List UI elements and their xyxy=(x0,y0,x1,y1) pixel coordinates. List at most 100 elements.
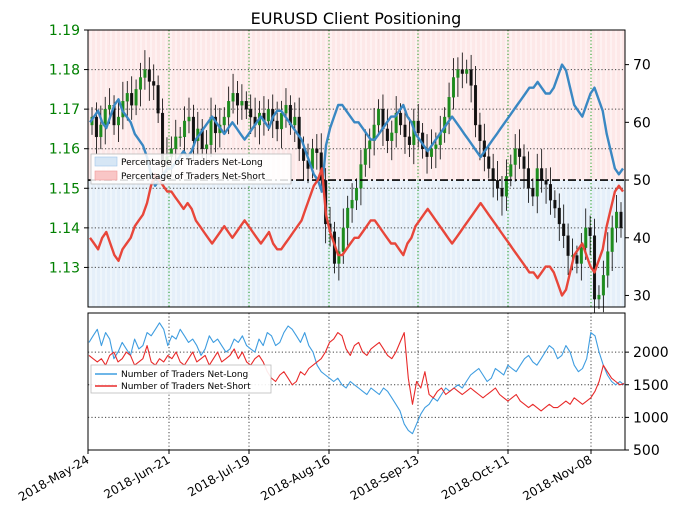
date-tick-label: 2018-Sep-13 xyxy=(348,452,422,503)
candle-body xyxy=(183,120,187,138)
candle-body xyxy=(249,108,253,118)
candle-body xyxy=(125,93,129,102)
count-tick-label: 500 xyxy=(633,443,660,459)
line-count-net-long xyxy=(88,322,625,435)
legend-swatch-net-long xyxy=(94,156,118,167)
percent-axis: 30 40 50 60 70 xyxy=(625,58,651,304)
date-tick-label: 2018-Jun-21 xyxy=(102,452,173,501)
bottom-legend: Number of Traders Net-Long Number of Tra… xyxy=(90,364,272,394)
candle-body xyxy=(588,227,592,236)
candle-body xyxy=(138,77,142,90)
legend-label-count-short: Number of Traders Net-Short xyxy=(121,382,251,392)
candle-body xyxy=(544,180,548,185)
candle-body xyxy=(487,156,491,169)
date-tick-label: 2018-Nov-08 xyxy=(520,452,594,503)
candle-body xyxy=(134,89,138,106)
candle-body xyxy=(284,104,288,114)
candle-body xyxy=(191,116,195,142)
candle-body xyxy=(407,136,411,145)
bottom-panel: 500 1000 1500 2000 Number of Traders Net-Lo… xyxy=(87,312,669,459)
candle-body xyxy=(522,156,526,169)
candle-body xyxy=(355,188,359,201)
candle-body xyxy=(513,148,517,165)
candle-body xyxy=(147,69,151,82)
candle-body xyxy=(152,81,156,86)
line-pct-net-short xyxy=(89,167,624,297)
legend-swatch-net-short xyxy=(94,170,118,181)
candle-body xyxy=(337,251,341,264)
percent-tick-label: 60 xyxy=(633,115,651,131)
price-candles xyxy=(90,50,623,314)
price-axis: 1.13 1.14 1.15 1.16 1.17 1.18 1.19 xyxy=(49,23,88,276)
candle-body xyxy=(390,132,394,141)
date-tick-label: 2018-Jul-19 xyxy=(185,452,252,499)
candle-body xyxy=(319,152,323,181)
candle-body xyxy=(465,69,469,74)
candle-body xyxy=(474,85,478,126)
candle-body xyxy=(540,168,544,181)
top-gridlines xyxy=(88,30,625,307)
price-tick-label: 1.19 xyxy=(49,23,80,39)
candle-body xyxy=(566,235,570,256)
date-tick-label: 2018-May-24 xyxy=(16,452,91,504)
candle-body xyxy=(416,120,420,134)
candle-body xyxy=(553,199,557,209)
candle-body xyxy=(315,148,319,153)
candle-body xyxy=(116,116,120,126)
candle-body xyxy=(584,227,588,248)
date-axis: 2018-May-24 2018-Jun-21 2018-Jul-19 2018-Au… xyxy=(16,450,595,504)
candle-body xyxy=(562,223,566,236)
candle-body xyxy=(377,108,381,126)
legend-label-count-long: Number of Traders Net-Long xyxy=(121,370,248,380)
candle-body xyxy=(187,116,191,122)
candle-body xyxy=(597,294,601,300)
line-count-net-short xyxy=(88,332,625,412)
candle-body xyxy=(615,211,619,229)
chart-title: EURUSD Client Positioning xyxy=(251,9,462,28)
candle-body xyxy=(235,93,239,106)
candle-body xyxy=(526,168,530,189)
candle-body xyxy=(244,101,248,110)
candle-body xyxy=(451,77,455,98)
count-axis: 500 1000 1500 2000 xyxy=(625,345,669,459)
legend-label-net-long: Percentage of Traders Net-Long xyxy=(121,158,263,168)
bottom-frame xyxy=(87,312,626,451)
count-tick-label: 1000 xyxy=(633,410,669,426)
candle-body xyxy=(518,148,522,157)
candle-body xyxy=(385,128,389,142)
candle-body xyxy=(205,144,209,149)
price-tick-label: 1.15 xyxy=(49,181,80,197)
candle-body xyxy=(297,116,301,149)
candle-body xyxy=(222,116,226,126)
candle-body xyxy=(478,124,482,141)
percent-tick-label: 40 xyxy=(633,231,651,247)
candle-body xyxy=(500,188,504,197)
candle-body xyxy=(606,251,610,276)
candle-body xyxy=(130,93,134,106)
legend-label-net-short: Percentage of Traders Net-Short xyxy=(121,172,266,182)
candle-body xyxy=(610,227,614,252)
candle-body xyxy=(399,112,403,126)
candle-body xyxy=(434,144,438,149)
candle-body xyxy=(350,199,354,209)
price-tick-label: 1.14 xyxy=(49,221,80,237)
candle-body xyxy=(266,108,270,122)
candle-body xyxy=(275,120,279,130)
percent-tick-label: 70 xyxy=(633,58,651,74)
top-panel: 1.131.141.151.161.171.181.19 3040506070 … xyxy=(49,23,651,314)
candle-body xyxy=(341,227,345,252)
candle-body xyxy=(601,275,605,296)
candle-body xyxy=(227,101,231,118)
candle-body xyxy=(496,180,500,189)
candle-body xyxy=(231,93,235,102)
candle-body xyxy=(429,148,433,157)
percent-tick-label: 30 xyxy=(633,288,651,304)
candle-body xyxy=(359,164,363,189)
date-tick-label: 2018-Aug-16 xyxy=(258,452,332,503)
candle-body xyxy=(504,176,508,197)
candle-body xyxy=(363,148,367,165)
price-tick-label: 1.17 xyxy=(49,102,80,118)
candle-body xyxy=(548,184,552,201)
candle-body xyxy=(575,255,579,264)
